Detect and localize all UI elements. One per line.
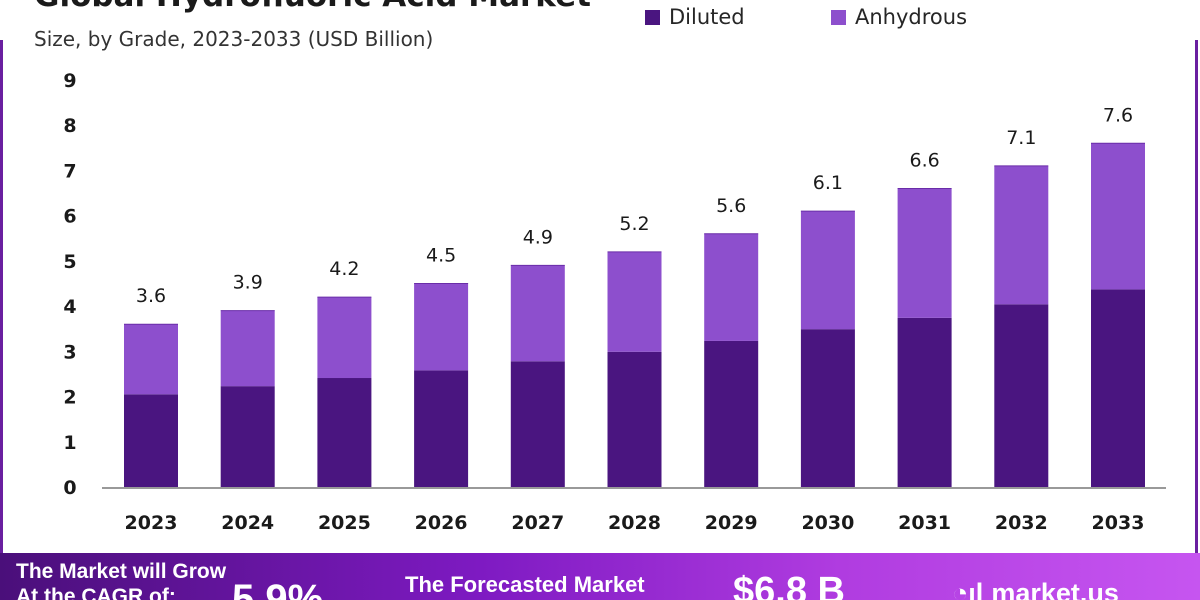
y-tick-label: 4 (63, 296, 76, 318)
bar-anhydrous (897, 188, 952, 318)
footer-brand-name: market.us (991, 578, 1119, 600)
footer-cagr-value: 5.9% (232, 577, 324, 600)
data-label-total: 5.2 (619, 213, 649, 235)
bar-anhydrous (800, 211, 855, 330)
data-label-total: 4.5 (426, 245, 456, 267)
y-tick-label: 7 (63, 160, 76, 182)
legend-item-diluted: Diluted (645, 5, 745, 29)
bar-diluted (800, 329, 855, 487)
bar-anhydrous (510, 265, 565, 362)
x-tick-label: 2023 (125, 512, 178, 534)
data-label-total: 7.1 (1006, 127, 1036, 149)
footer-forecast-label: The Forecasted Market (405, 572, 645, 597)
x-tick-label: 2028 (608, 512, 661, 534)
data-label-total: 3.6 (136, 285, 166, 307)
bar-anhydrous (414, 283, 469, 371)
legend-item-anhydrous: Anhydrous (831, 5, 967, 29)
data-label-total: 4.2 (329, 258, 359, 280)
bar-diluted (994, 304, 1049, 487)
data-label-total: 7.6 (1103, 104, 1133, 126)
bar-diluted (897, 317, 952, 487)
x-tick-label: 2027 (511, 512, 564, 534)
bar-diluted (1091, 289, 1145, 487)
y-tick-label: 9 (63, 70, 76, 92)
legend-label-anhydrous: Anhydrous (855, 5, 968, 29)
chart-frame-left (0, 40, 3, 553)
x-tick-label: 2024 (221, 512, 274, 534)
market-us-logo-icon: ◔ıl (952, 578, 984, 600)
x-tick-label: 2026 (415, 512, 468, 534)
legend-swatch-anhydrous (831, 9, 846, 25)
chart-frame-right (1195, 40, 1198, 553)
y-tick-label: 2 (63, 387, 76, 409)
y-tick-label: 1 (63, 432, 76, 454)
footer-grow-line2: At the CAGR of: (16, 585, 176, 600)
x-tick-label: 2029 (705, 512, 758, 534)
chart-title: Global Hydrofluoric Acid Market (34, 0, 591, 14)
x-tick-label: 2025 (318, 512, 371, 534)
bar-diluted (414, 370, 469, 487)
data-label-total: 6.6 (909, 150, 939, 172)
footer-grow-line1: The Market will Grow (16, 560, 227, 583)
x-tick-label: 2030 (801, 512, 854, 534)
bar-anhydrous (994, 165, 1049, 305)
y-tick-label: 0 (63, 477, 76, 499)
bar-anhydrous (124, 324, 178, 395)
data-label-total: 5.6 (716, 195, 746, 217)
bar-anhydrous (1091, 143, 1145, 290)
bar-diluted (607, 351, 662, 487)
footer-banner: The Market will Grow At the CAGR of: 5.9… (0, 553, 1200, 600)
bar-diluted (704, 340, 759, 487)
y-tick-label: 3 (63, 341, 76, 363)
bar-diluted (124, 394, 178, 487)
bar-anhydrous (220, 310, 275, 387)
legend-label-diluted: Diluted (669, 5, 745, 29)
stacked-bar-chart: 0 1 2 3 4 5 6 7 8 9 3.6 2023 3.9 2024 4.2 2025 4.5 2026 4.… (63, 70, 1166, 534)
data-label-total: 4.9 (523, 226, 553, 248)
x-tick-label: 2033 (1092, 512, 1145, 534)
data-label-total: 6.1 (813, 172, 843, 194)
bar-diluted (317, 378, 372, 487)
footer-forecast-value: $6.8 B (733, 570, 845, 600)
legend-swatch-diluted (645, 9, 660, 25)
bar-diluted (510, 361, 565, 487)
y-tick-label: 5 (63, 251, 76, 273)
bar-diluted (220, 386, 275, 487)
x-tick-label: 2032 (995, 512, 1048, 534)
y-tick-label: 8 (63, 115, 76, 137)
data-label-total: 3.9 (233, 272, 263, 294)
bar-anhydrous (704, 233, 759, 341)
x-tick-label: 2031 (898, 512, 951, 534)
bar-anhydrous (607, 251, 662, 352)
bar-anhydrous (317, 297, 372, 379)
footer-brand[interactable]: ◔ıl market.us (952, 578, 1119, 600)
chart-subtitle: Size, by Grade, 2023-2033 (USD Billion) (34, 27, 434, 51)
y-tick-label: 6 (63, 206, 76, 228)
